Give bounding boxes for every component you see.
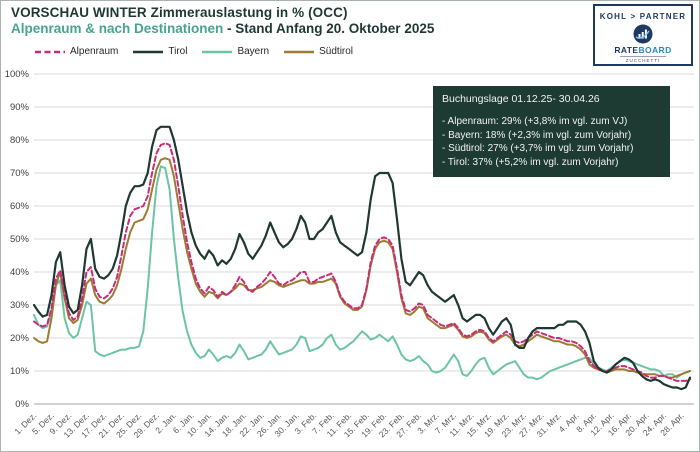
zucchetti-wordmark: ZUCCHETTI xyxy=(619,56,667,63)
svg-text:90%: 90% xyxy=(10,102,30,113)
page-title: VORSCHAU WINTER Zimmerauslastung in % (O… xyxy=(11,5,348,20)
legend-item-suedtirol: Südtirol xyxy=(284,46,353,57)
suedtirol-line-swatch xyxy=(284,50,315,53)
svg-text:0%: 0% xyxy=(15,399,29,410)
svg-text:70%: 70% xyxy=(10,168,30,179)
page-subtitle: Alpenraum & nach Destinationen - Stand A… xyxy=(11,21,434,36)
tirol-line-swatch xyxy=(133,50,164,53)
legend-label: Alpenraum xyxy=(70,46,119,57)
legend-label: Bayern xyxy=(237,46,270,57)
series-tirol xyxy=(32,125,692,391)
legend-label: Tirol xyxy=(168,46,188,57)
series-suedtirol xyxy=(33,157,691,379)
svg-text:30%: 30% xyxy=(10,300,30,311)
legend-item-bayern: Bayern xyxy=(202,46,269,57)
kohl-partner-logo: KOHL > PARTNER RATEBOARD ZUCCHETTI xyxy=(593,4,693,66)
booking-status-alpenraum: - Alpenraum: 29% (+3,8% im vgl. zum VJ) xyxy=(442,116,628,127)
booking-status-tirol: - Tirol: 37% (+5,2% im vgl. zum Vorjahr) xyxy=(442,156,619,168)
chart-legend: Alpenraum Tirol Bayern Südtirol xyxy=(35,46,353,57)
booking-status-box: Buchungslage 01.12.25- 30.04.26 - Alpenr… xyxy=(433,86,670,177)
subtitle-accent: Alpenraum & nach Destinationen xyxy=(11,21,224,36)
svg-text:20%: 20% xyxy=(10,333,30,344)
series-bayern xyxy=(33,165,691,381)
svg-text:100%: 100% xyxy=(5,69,30,80)
svg-text:10%: 10% xyxy=(10,366,30,377)
bayern-line-swatch xyxy=(202,50,233,53)
legend-item-tirol: Tirol xyxy=(133,46,187,57)
svg-text:50%: 50% xyxy=(10,234,30,245)
svg-text:40%: 40% xyxy=(10,267,30,278)
legend-item-alpenraum: Alpenraum xyxy=(35,46,118,57)
series-alpenraum xyxy=(33,142,691,382)
svg-text:60%: 60% xyxy=(10,201,30,212)
rateboard-chart-icon xyxy=(633,24,653,44)
rateboard-wordmark: RATEBOARD xyxy=(614,45,672,55)
booking-status-suedtirol: - Südtirol: 27% (+3,7% im vgl. zum Vorja… xyxy=(442,143,634,154)
legend-label: Südtirol xyxy=(319,46,354,57)
svg-text:80%: 80% xyxy=(10,135,30,146)
subtitle-date: - Stand Anfang 20. Oktober 2025 xyxy=(223,21,435,36)
kohl-partner-wordmark: KOHL > PARTNER xyxy=(599,12,687,21)
booking-status-title: Buchungslage 01.12.25- 30.04.26 xyxy=(442,93,600,105)
booking-status-bayern: - Bayern: 18% (+2,3% im vgl. zum Vorjahr… xyxy=(442,129,632,141)
alpenraum-line-swatch xyxy=(35,50,65,53)
